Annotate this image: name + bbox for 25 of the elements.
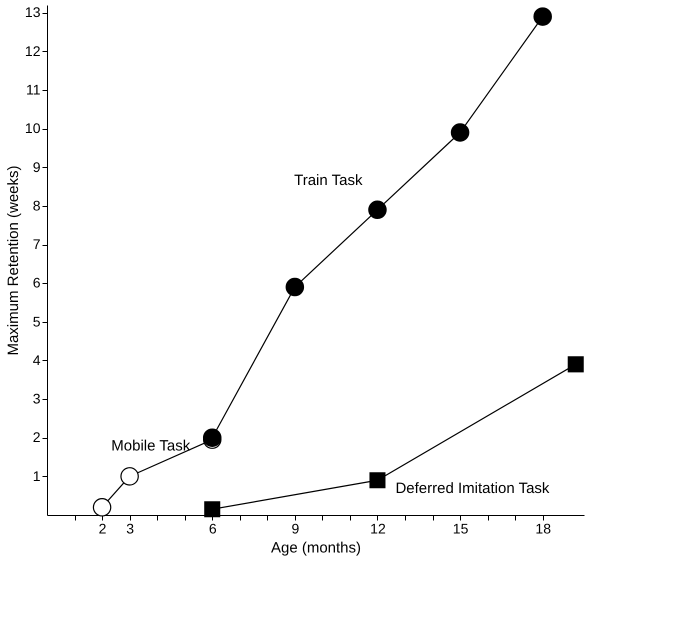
y-tick-label: 10 [24, 120, 41, 136]
x-tick-label: 2 [98, 520, 107, 536]
y-tick-label: 6 [32, 274, 41, 291]
y-tick-label: 1 [32, 468, 41, 484]
series-label: Mobile Task [111, 438, 191, 455]
x-tick-label: 3 [126, 520, 134, 536]
y-tick-label: 2 [32, 429, 41, 446]
y-tick-label: 3 [32, 390, 41, 407]
x-axis-title: Age (months) [270, 540, 362, 556]
x-tick-label: 12 [370, 520, 386, 536]
x-tick-label: 9 [291, 520, 300, 536]
y-tick-label: 5 [32, 313, 41, 330]
y-tick-label: 11 [26, 82, 41, 98]
series-label: Deferred Imitation Task [395, 480, 550, 498]
y-tick-label: 8 [32, 197, 41, 214]
x-tick-label: 18 [535, 520, 552, 536]
y-tick-label: 7 [32, 236, 41, 252]
y-tick-label: 9 [32, 158, 41, 175]
y-tick-label: 13 [24, 4, 41, 20]
y-tick-label: 12 [24, 42, 41, 59]
series-label: Train Task [294, 172, 363, 189]
y-axis-title: Maximum Retention (weeks) [4, 165, 22, 356]
y-tick-label: 4 [32, 352, 41, 368]
x-tick-label: 15 [452, 520, 469, 536]
x-tick-label: 6 [208, 520, 217, 536]
